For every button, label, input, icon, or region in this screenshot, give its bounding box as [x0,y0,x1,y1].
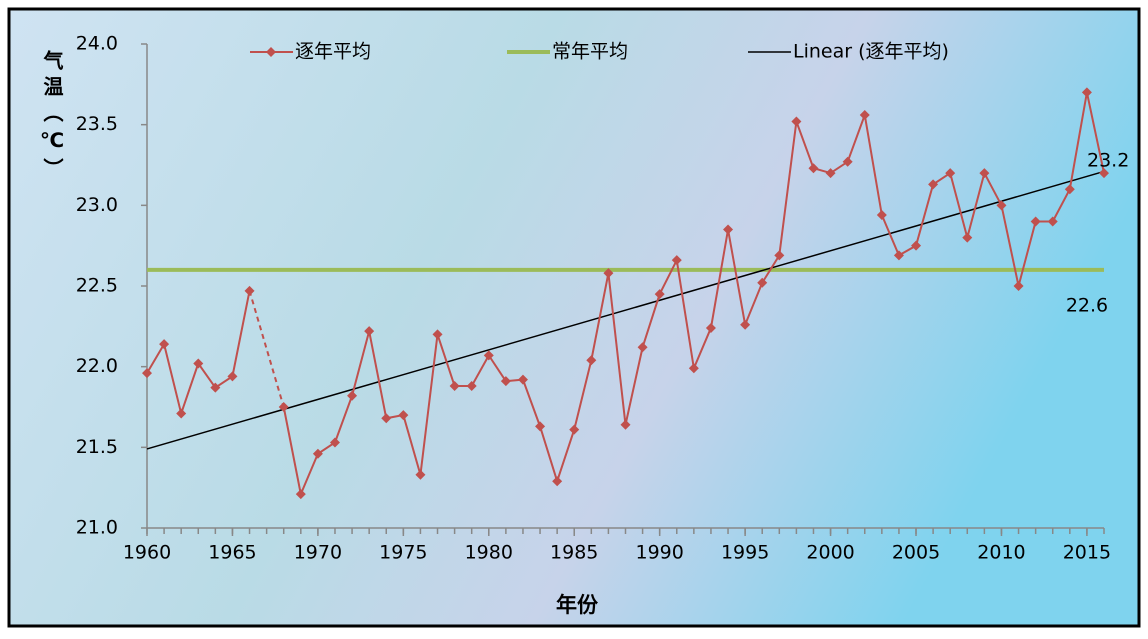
legend-marker [266,47,276,57]
point [1013,281,1024,291]
point [825,168,836,179]
y-tick-label: 24.0 [76,33,118,55]
x-tick-label: 1980 [465,542,513,564]
x-tick-label: 1995 [721,542,769,564]
x-tick-label: 1975 [379,542,427,564]
point [244,285,255,296]
point [552,476,563,487]
annotation: 22.6 [1066,294,1108,316]
x-axis-label: 年份 [556,593,599,617]
point [1081,87,1092,98]
trend-line [146,170,1105,450]
gap-bridge [248,290,285,408]
point [603,268,614,279]
point [483,350,494,361]
point [740,319,751,330]
y-tick-label: 22.0 [76,355,118,377]
point [432,329,443,340]
point [142,368,152,379]
legend-label: 常年平均 [552,41,628,63]
point [1030,216,1041,227]
point [1064,184,1075,195]
x-tick-label: 2010 [977,542,1025,564]
point [842,156,853,167]
point [876,210,887,221]
legend-label: 逐年平均 [295,41,371,63]
y-tick-label: 22.5 [76,275,118,297]
point [295,489,306,500]
point [500,376,511,387]
point [329,437,340,448]
point [859,109,870,120]
y-tick-label: 21.5 [76,436,118,458]
x-tick-label: 1990 [635,542,683,564]
x-tick-label: 2000 [806,542,854,564]
point [688,363,699,374]
point [449,381,460,392]
point [979,168,990,179]
point [671,255,682,266]
point [278,402,289,412]
point [705,322,716,333]
point [774,250,785,261]
point [398,410,409,421]
point [210,382,221,393]
point [1099,168,1109,179]
x-tick-label: 1970 [294,542,342,564]
x-tick-label: 2015 [1063,542,1111,564]
y-tick-label: 23.0 [76,194,118,216]
point [996,200,1007,211]
x-tick-label: 1985 [550,542,598,564]
point [757,277,768,288]
point [364,326,375,337]
point [928,179,939,190]
point [227,371,238,382]
x-tick-label: 1960 [123,542,171,564]
x-tick-label: 2005 [892,542,940,564]
y-axis-label: 气温（℃） [40,49,64,184]
point [586,355,597,366]
point [893,250,904,261]
point [654,289,665,300]
point [1047,216,1058,227]
x-tick-label: 1965 [208,542,256,564]
point [911,240,922,251]
point [176,408,187,419]
point [535,421,546,432]
point [637,342,648,353]
point [962,232,973,243]
y-tick-label: 23.5 [76,113,118,135]
point [193,358,204,369]
point [466,381,477,392]
legend-label: Linear (逐年平均) [793,41,949,63]
point [312,448,323,459]
point [620,419,631,430]
point [945,168,956,179]
point [347,390,358,401]
point [569,424,580,435]
frame [7,7,1141,628]
y-tick-label: 21.0 [76,517,118,539]
point [381,413,392,424]
point [808,163,819,174]
point [159,339,170,350]
point [723,224,734,235]
point [415,469,426,480]
point [517,374,528,385]
annotation: 23.2 [1087,150,1129,172]
point [791,116,802,127]
